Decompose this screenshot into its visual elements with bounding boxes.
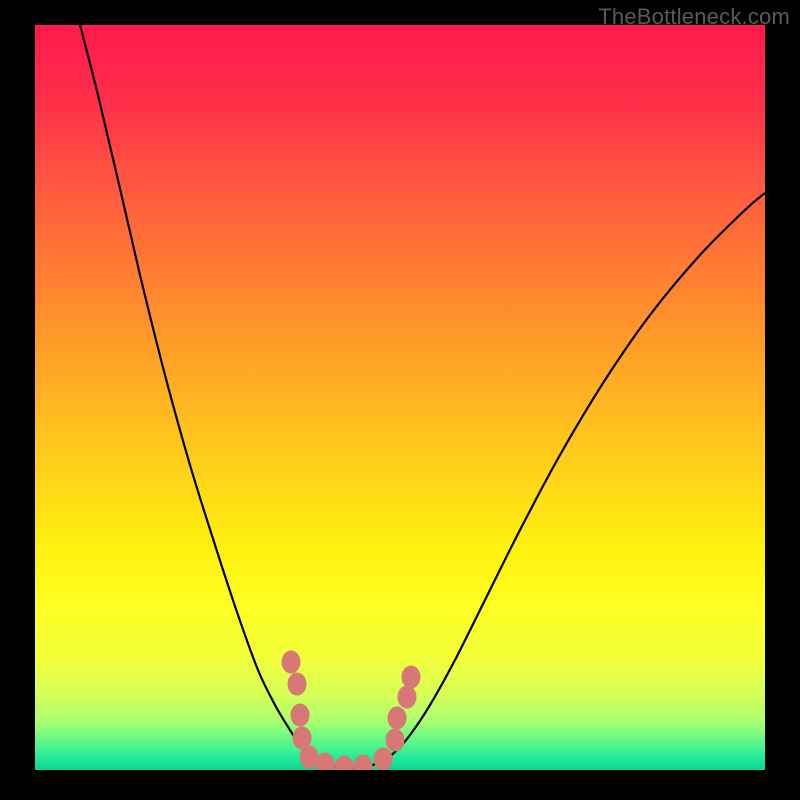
chart-svg	[0, 0, 800, 800]
data-marker	[291, 704, 309, 726]
data-marker	[282, 651, 300, 673]
data-marker	[374, 748, 392, 770]
data-marker	[386, 729, 404, 751]
data-marker	[402, 666, 420, 688]
chart-container: TheBottleneck.com	[0, 0, 800, 800]
data-marker	[316, 753, 334, 775]
data-marker	[388, 707, 406, 729]
plot-background	[35, 25, 765, 770]
data-marker	[288, 673, 306, 695]
data-marker	[300, 746, 318, 768]
data-marker	[354, 755, 372, 777]
watermark-text: TheBottleneck.com	[598, 4, 790, 30]
data-marker	[335, 756, 353, 778]
data-marker	[398, 686, 416, 708]
